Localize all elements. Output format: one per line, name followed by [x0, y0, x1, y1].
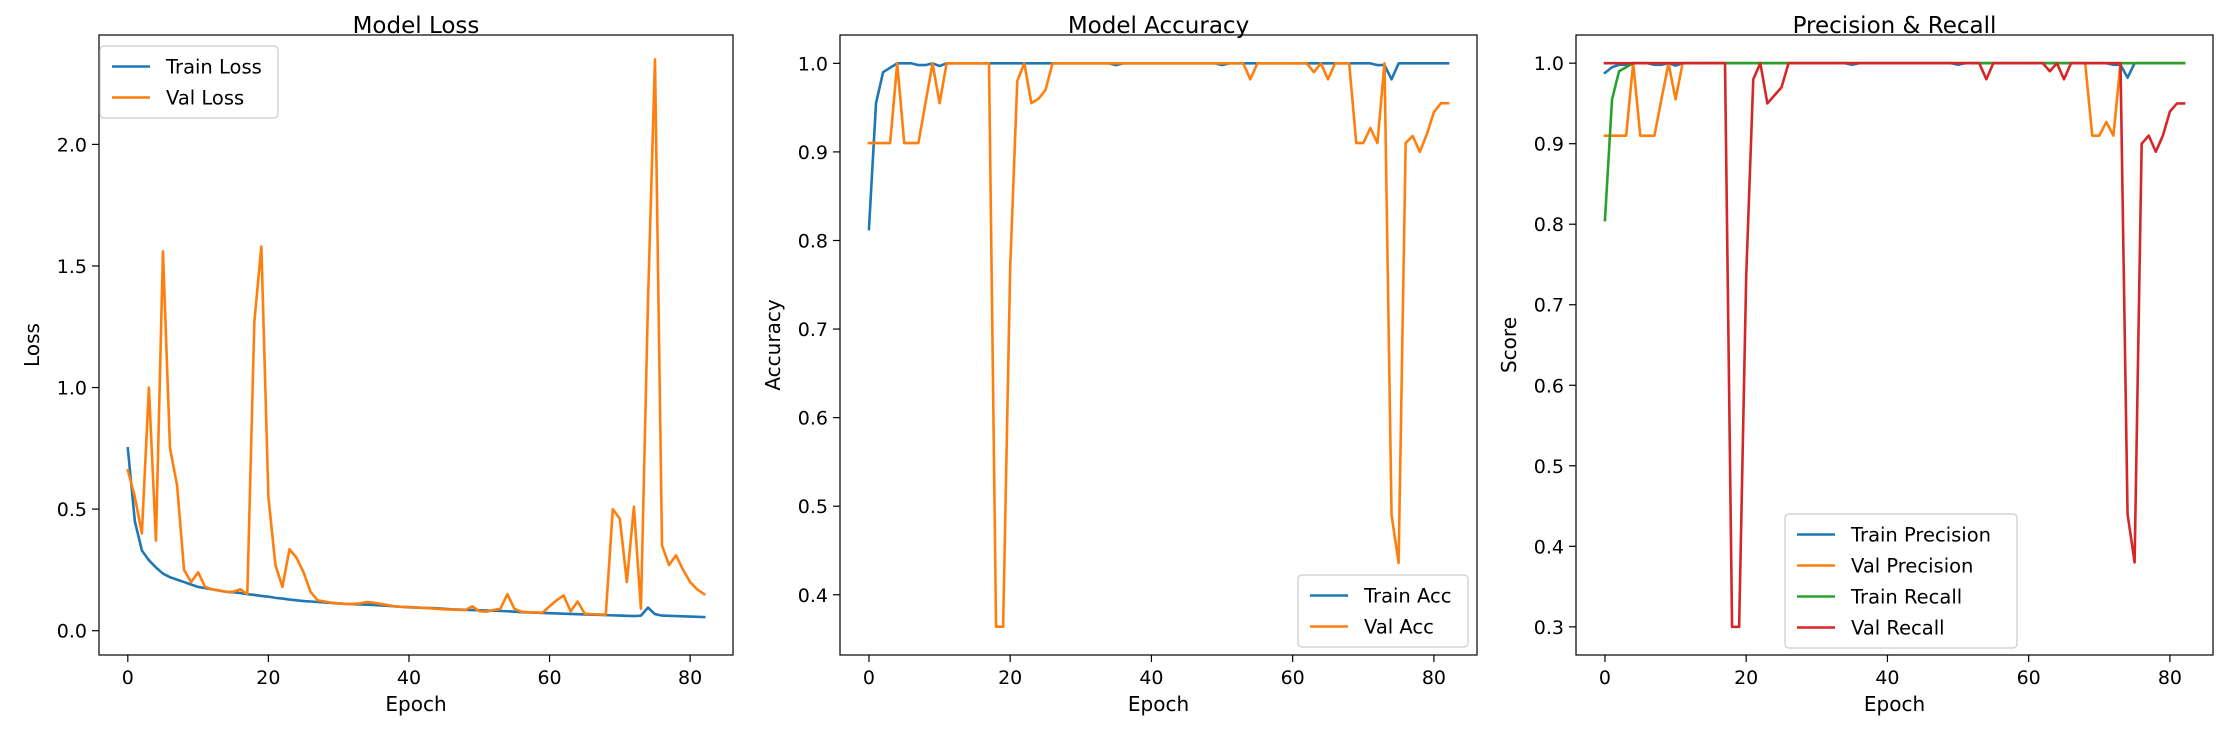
y-tick-label: 0.5 [1534, 456, 1564, 478]
x-axis-label: Epoch [1864, 692, 1925, 716]
x-tick-label: 80 [2158, 667, 2182, 689]
y-tick-label: 0.7 [1534, 295, 1564, 317]
legend-label-train-loss: Train Loss [165, 56, 262, 79]
plot-area [867, 62, 1450, 628]
y-axis-label: Accuracy [761, 299, 785, 390]
y-tick-label: 0.9 [798, 142, 828, 164]
y-tick-label: 0.8 [798, 230, 828, 252]
y-tick-label: 0.6 [798, 408, 828, 430]
y-tick-label: 1.0 [798, 53, 828, 75]
y-tick-label: 1.0 [57, 378, 87, 400]
precision-recall-panel: 0 20 40 60 80 0.3 0.4 0.5 0.6 0.7 0.8 0.9 1.0 Precisi… [1497, 13, 2214, 716]
x-tick-label: 40 [397, 667, 421, 689]
chart-title: Model Loss [353, 13, 480, 39]
series-line-val-precision [1603, 61, 2186, 137]
y-tick-label: 0.5 [798, 496, 828, 518]
y-axis-label: Score [1497, 317, 1521, 373]
y-tick-label: 1.5 [57, 256, 87, 278]
legend-label-val-acc: Val Acc [1364, 616, 1434, 639]
legend-label-train-acc: Train Acc [1363, 585, 1451, 608]
y-tick-label: 0.0 [57, 621, 87, 643]
legend-box [1297, 574, 1469, 648]
x-tick-label: 40 [1875, 667, 1899, 689]
legend: Train Acc Val Acc [1297, 574, 1469, 648]
axes-frame [1575, 34, 2214, 656]
series-line-train-recall [1603, 61, 2186, 222]
legend-label-val-precision: Val Precision [1851, 555, 1973, 578]
x-axis-label: Epoch [1128, 692, 1189, 716]
x-tick-label: 60 [537, 667, 561, 689]
x-axis-label: Epoch [385, 692, 446, 716]
loss-panel: 0 20 40 60 80 0.0 0.5 1.0 1.5 2.0 Model Loss Epoch L… [20, 13, 734, 716]
legend-label-val-recall: Val Recall [1851, 617, 1945, 640]
x-tick-label: 0 [122, 667, 134, 689]
y-tick-label: 0.5 [57, 499, 87, 521]
axes-frame [839, 34, 1478, 656]
legend-label-val-loss: Val Loss [166, 87, 244, 110]
chart-title: Model Accuracy [1068, 13, 1249, 39]
y-tick-label: 0.4 [1534, 536, 1564, 558]
series-line-val-loss [126, 58, 706, 616]
series-line-train-precision [1603, 61, 2186, 79]
y-tick-label: 0.7 [798, 319, 828, 341]
legend: Train Precision Val Precision Train Recall… [1784, 513, 2018, 649]
x-tick-label: 60 [1281, 667, 1305, 689]
legend-label-train-precision: Train Precision [1850, 524, 1991, 547]
axes-frame [98, 34, 734, 656]
y-tick-label: 1.0 [1534, 53, 1564, 75]
series-line-train-loss [126, 446, 706, 619]
y-tick-label: 2.0 [57, 134, 87, 156]
x-tick-label: 0 [863, 667, 875, 689]
legend: Train Loss Val Loss [99, 45, 279, 119]
x-tick-label: 40 [1139, 667, 1163, 689]
plot-area [1603, 61, 2186, 629]
series-line-val-acc [867, 62, 1450, 628]
y-tick-label: 0.6 [1534, 375, 1564, 397]
series-line-val-recall [1603, 61, 2186, 629]
x-tick-label: 20 [998, 667, 1022, 689]
x-tick-label: 20 [256, 667, 280, 689]
x-tick-label: 60 [2017, 667, 2041, 689]
accuracy-panel: 0 20 40 60 80 0.4 0.5 0.6 0.7 0.8 0.9 1.0 Model Accu… [761, 13, 1478, 716]
y-tick-label: 0.8 [1534, 214, 1564, 236]
x-tick-label: 20 [1734, 667, 1758, 689]
y-axis-label: Loss [20, 323, 44, 367]
x-tick-label: 80 [1422, 667, 1446, 689]
y-tick-label: 0.4 [798, 585, 828, 607]
series-line-train-acc [867, 62, 1450, 231]
y-tick-label: 0.9 [1534, 134, 1564, 156]
chart-title: Precision & Recall [1793, 13, 1997, 39]
x-tick-label: 80 [678, 667, 702, 689]
plot-area [126, 58, 706, 619]
legend-label-train-recall: Train Recall [1850, 586, 1962, 609]
y-tick-label: 0.3 [1534, 617, 1564, 639]
legend-box [1784, 513, 2018, 649]
x-tick-label: 0 [1599, 667, 1611, 689]
legend-box [99, 45, 279, 119]
